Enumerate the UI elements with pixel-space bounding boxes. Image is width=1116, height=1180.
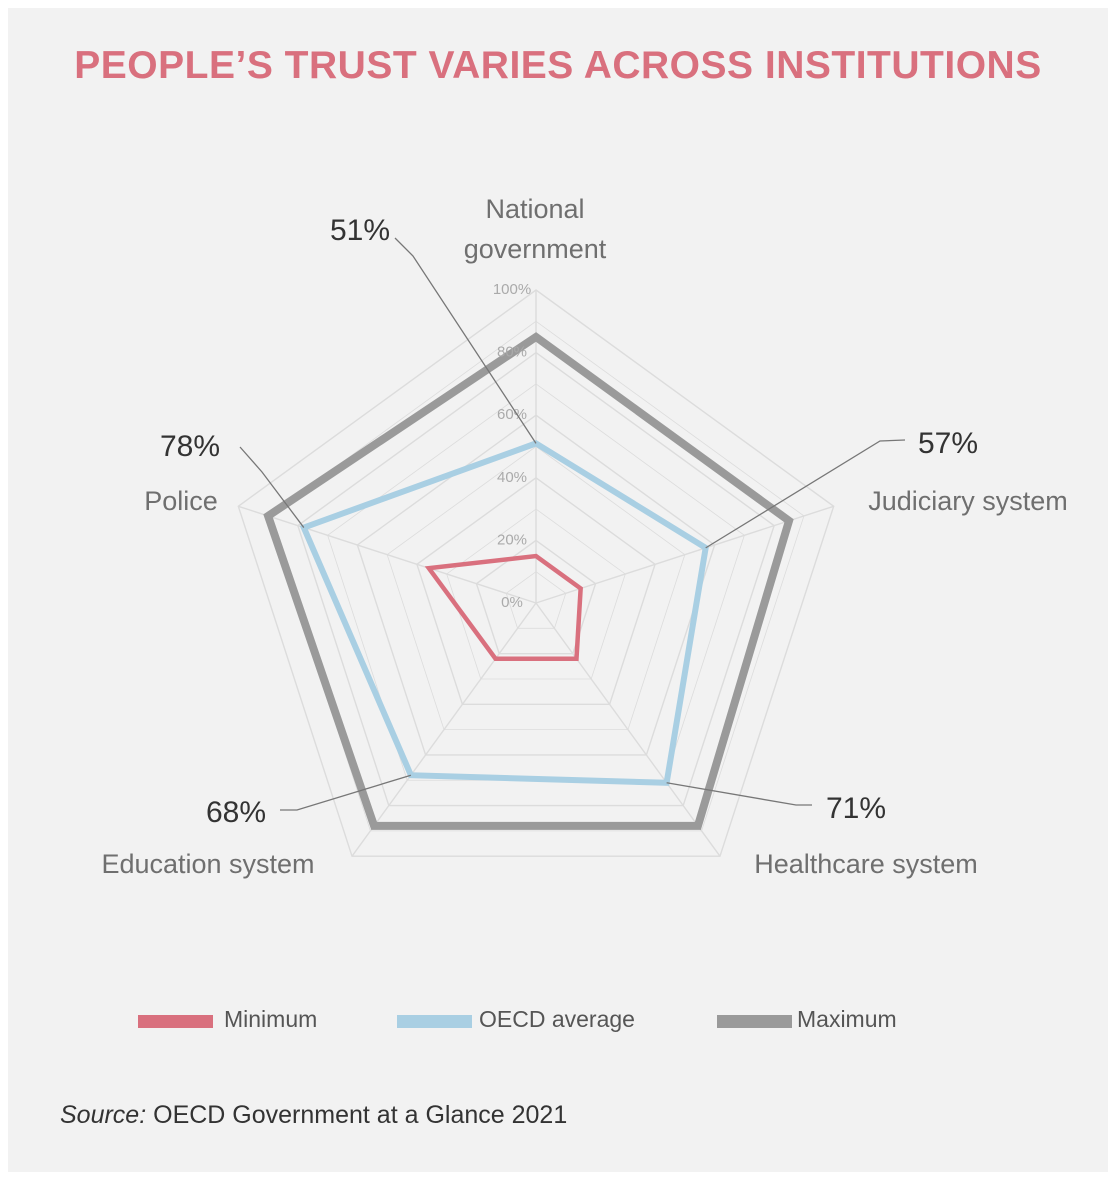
grid-ring [475,539,597,655]
axis-label-line: government [464,234,607,264]
grid-spoke [351,602,537,857]
callout-value: 78% [160,430,220,463]
axis-label: National government [464,194,607,264]
tick-label: 0% [501,594,523,611]
legend-swatch-average [397,1015,472,1028]
grid-ring [356,414,716,756]
grid-spoke [238,505,537,604]
axis-label-line: Education system [101,849,314,879]
tick-label: 20% [497,531,527,548]
callout-line [239,446,305,528]
series-maximum [263,332,794,830]
legend-label-maximum: Maximum [797,1006,897,1032]
tick-label: 80% [497,344,527,361]
series-minimum [424,553,583,661]
source-text: OECD Government at a Glance 2021 [153,1101,568,1129]
grid-ring [386,446,686,731]
radar-series [263,332,794,830]
callout-value: 57% [918,427,978,460]
tick-label: 60% [497,406,527,423]
grid-spoke [535,505,834,604]
legend-swatch-minimum [138,1015,213,1028]
callout-line [705,439,906,549]
axis-label: Education system [101,849,314,879]
chart-title: PEOPLE’S TRUST VARIES ACROSS INSTITUTION… [74,44,1042,87]
axis-label-line: Healthcare system [754,849,978,879]
callout-line [394,237,537,444]
radar-callouts: 51% 57% 71% 68% 78% [160,214,978,829]
legend-label-minimum: Minimum [224,1006,318,1032]
legend-swatch-maximum [717,1015,792,1028]
tick-label: 40% [497,469,527,486]
grid-spoke [535,602,721,857]
radar-axis-labels: National government Judiciary system Health… [101,194,1067,879]
radar-grid [237,289,835,857]
grid-ring [297,351,775,807]
callout-line [280,774,412,811]
axis-label: Judiciary system [868,486,1068,516]
series-oecd-average [299,440,709,786]
grid-ring [237,289,835,857]
source-note: Source: OECD Government at a Glance 2021 [60,1101,567,1130]
tick-label: 100% [493,281,531,298]
callout-line [666,782,812,806]
axis-label-line: National [485,194,584,224]
axis-label: Police [144,486,218,516]
grid-ring [416,476,656,705]
axis-label: Healthcare system [754,849,978,879]
callout-value: 68% [206,796,266,829]
axis-label-line: Police [144,486,218,516]
grid-ring [505,571,567,629]
axis-label-line: Judiciary system [868,486,1068,516]
callout-value: 71% [826,792,886,825]
legend-label-average: OECD average [479,1006,635,1032]
source-label: Source: [60,1101,147,1129]
callout-value: 51% [330,214,390,247]
chart-panel [8,8,1108,1172]
